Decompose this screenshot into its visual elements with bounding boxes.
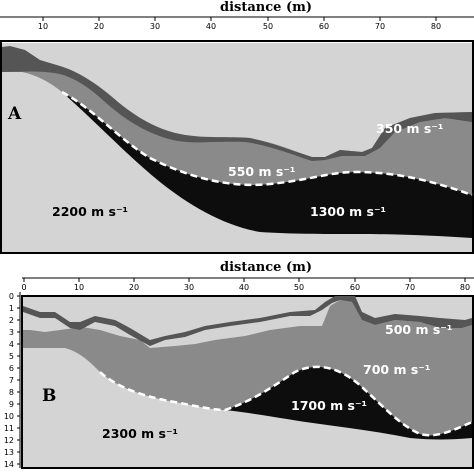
panel-b-y-tick-label: 10 — [4, 412, 14, 421]
panel-b-x-tick-label: 50 — [294, 283, 304, 292]
panel-a-x-tick-label: 10 — [38, 22, 48, 31]
panel-b-y-tick-label: 5 — [9, 352, 14, 361]
panel-a-x-tick-label: 80 — [431, 22, 441, 31]
panel-a-velocity-350: 350 m s⁻¹ — [376, 121, 443, 136]
panel-b-velocity-500: 500 m s⁻¹ — [385, 322, 452, 337]
panel-b-x-tick-label: 10 — [74, 283, 84, 292]
panel-b-y-tick-label: 11 — [4, 424, 14, 433]
panel-b-y-tick-label: 1 — [9, 304, 14, 313]
panel-b-y-tick-label: 7 — [9, 376, 14, 385]
panel-b-x-tick-label: 80 — [460, 283, 470, 292]
panel-b-y-tick-label: 4 — [9, 340, 14, 349]
panel-a-velocity-1300: 1300 m s⁻¹ — [310, 204, 386, 219]
panel-a-x-tick-label: 70 — [375, 22, 385, 31]
panel-b-velocity-700: 700 m s⁻¹ — [363, 362, 430, 377]
panel-a-1300-layer — [62, 92, 472, 238]
panel-b-velocity-2300: 2300 m s⁻¹ — [102, 426, 178, 441]
panel-a-x-tick-label: 40 — [206, 22, 216, 31]
panel-a-letter: A — [7, 104, 22, 124]
panel-b-y-tick-label: 9 — [9, 400, 14, 409]
panel-a-x-tick-label: 30 — [150, 22, 160, 31]
panel-a-x-tick-label: 60 — [319, 22, 329, 31]
panel-a-x-tick-label: 50 — [263, 22, 273, 31]
panel-b-y-tick-label: 2 — [9, 316, 14, 325]
panel-b-x-tick-label: 70 — [405, 283, 415, 292]
panel-b-y-tick-label: 6 — [9, 364, 14, 373]
panel-b-x-tick-label: 30 — [184, 283, 194, 292]
panel-b-x-tick-label: 40 — [239, 283, 249, 292]
panel-a: distance (m) 10 20 30 40 50 60 70 80 — [0, 0, 474, 254]
panel-b-y-tick-label: 13 — [4, 448, 14, 457]
panel-b-x-tick-label: 0 — [21, 283, 26, 292]
panel-b-y-ticks: 0 1 2 3 4 5 6 7 8 9 10 11 12 13 14 — [4, 292, 20, 469]
panel-b-letter: B — [42, 386, 56, 406]
panel-a-350-layer — [2, 46, 472, 161]
panel-a-velocity-550: 550 m s⁻¹ — [228, 164, 295, 179]
panel-b: distance (m) 0 10 20 30 40 50 60 70 80 — [4, 260, 474, 469]
panel-b-x-tick-label: 60 — [350, 283, 360, 292]
panel-b-x-tick-label: 20 — [129, 283, 139, 292]
panel-a-velocity-2200: 2200 m s⁻¹ — [52, 204, 128, 219]
panel-a-x-ticks: 10 20 30 40 50 60 70 80 — [38, 17, 441, 31]
panel-b-y-tick-label: 3 — [9, 328, 14, 337]
panel-b-y-tick-label: 8 — [9, 388, 14, 397]
panel-b-y-tick-label: 0 — [9, 292, 14, 301]
panel-b-y-tick-label: 14 — [4, 460, 14, 469]
panel-a-axis-title: distance (m) — [220, 0, 312, 15]
panel-b-y-tick-label: 12 — [4, 436, 14, 445]
panel-b-velocity-1700: 1700 m s⁻¹ — [291, 398, 367, 413]
panel-a-refractor-line — [61, 90, 473, 197]
panel-a-550-layer — [2, 60, 472, 195]
panel-b-refractor-line — [99, 365, 473, 437]
panel-b-500-layer — [23, 296, 472, 346]
panel-b-1700-layer — [225, 366, 472, 440]
panel-a-x-tick-label: 20 — [94, 22, 104, 31]
panel-b-axis-title: distance (m) — [220, 260, 312, 275]
panel-b-x-ticks: 0 10 20 30 40 50 60 70 80 — [21, 278, 470, 292]
panel-b-700-layer — [23, 300, 472, 436]
